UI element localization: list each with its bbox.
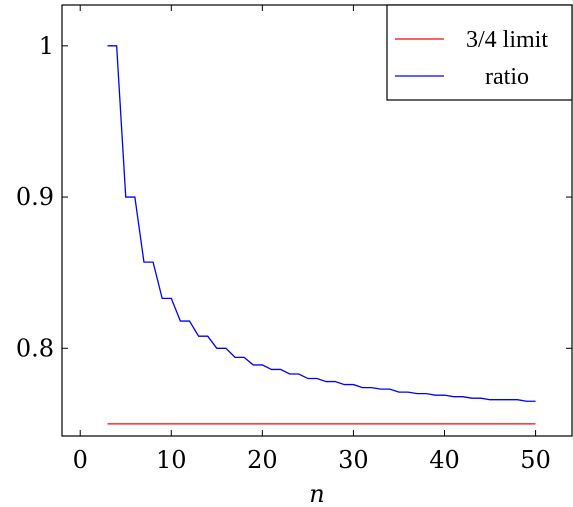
x-axis-title: n bbox=[309, 480, 324, 507]
plot-lines bbox=[107, 45, 536, 425]
x-tick-label: 0 bbox=[73, 446, 88, 474]
legend-label: 3/4 limit bbox=[466, 27, 548, 53]
y-axis: 0.8 0.9 1 bbox=[16, 32, 572, 362]
x-tick-label: 20 bbox=[247, 446, 278, 474]
y-tick-label: 0.8 bbox=[16, 334, 54, 362]
y-tick-label: 0.9 bbox=[16, 183, 54, 211]
legend-box bbox=[386, 4, 573, 101]
x-tick-label: 50 bbox=[520, 446, 551, 474]
x-tick-label: 30 bbox=[338, 446, 369, 474]
y-tick-label: 1 bbox=[39, 32, 54, 60]
legend-label: ratio bbox=[485, 64, 529, 90]
plot-frame bbox=[61, 4, 573, 437]
x-tick-label: 40 bbox=[429, 446, 460, 474]
x-axis: 0 10 20 30 40 50 bbox=[73, 5, 551, 474]
x-tick-label: 10 bbox=[156, 446, 187, 474]
legend: 3/4 limit ratio bbox=[386, 4, 573, 101]
series-line-ratio bbox=[107, 45, 536, 402]
